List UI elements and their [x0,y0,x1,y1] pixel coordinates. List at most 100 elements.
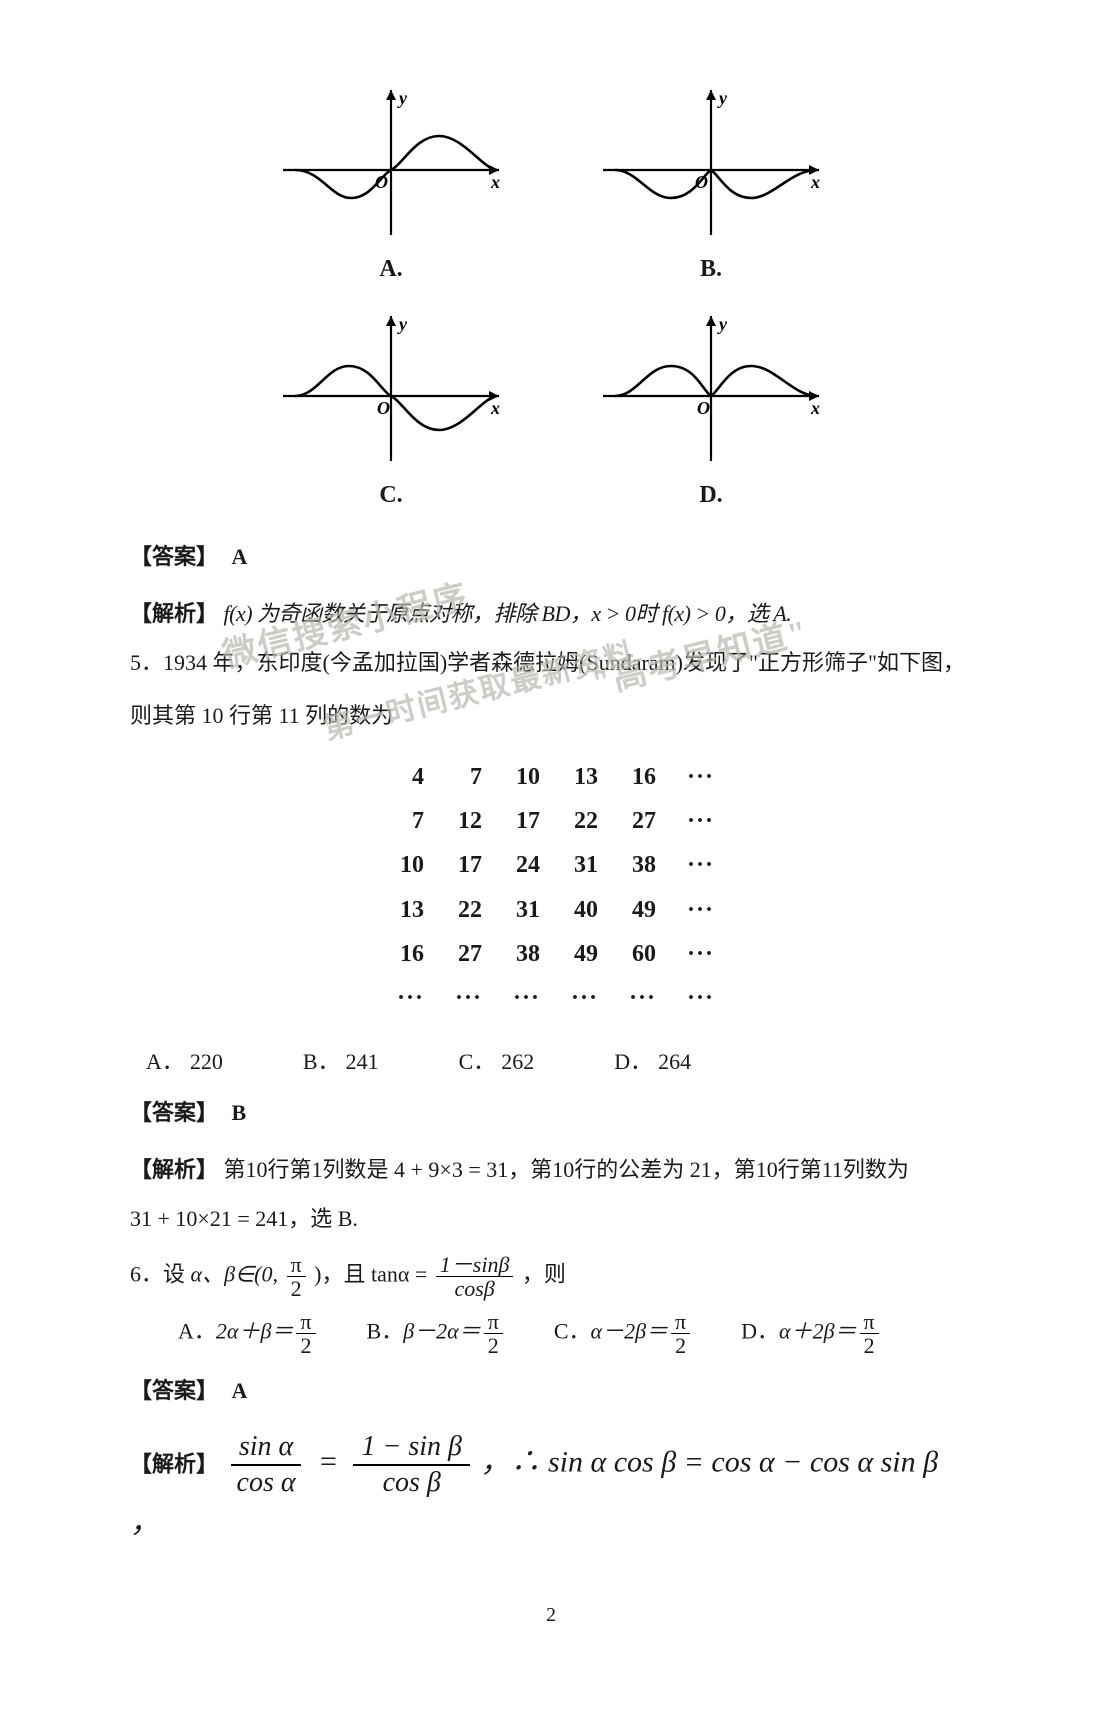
frac-num: π [296,1310,315,1334]
graph-D-svg: y x O [591,306,831,466]
q6-stem-prefix: 6．设 [130,1261,185,1286]
graph-A-svg: y x O [271,80,511,240]
graph-row-bottom: y x O C. y x O D. [271,306,831,514]
svg-text:x: x [490,398,500,418]
q5-analysis-text1: 第10行第1列数是 4 + 9×3 = 31，第10行的公差为 21，第10行第… [224,1157,909,1182]
table-cell: 13 [388,891,424,929]
q5-opt-A: A．220 [146,1044,223,1079]
opt-label: C． [554,1318,591,1343]
graph-cell-C: y x O C. [271,306,511,514]
analysis-tag: 【解析】 [130,601,218,626]
frac-pi2: π2 [671,1310,690,1357]
graph-row-top: y x O A. y x O B. [271,80,831,288]
frac-num: π [484,1310,503,1334]
analysis-tag: 【解析】 [130,1157,218,1182]
table-cell: 38 [504,935,540,973]
table-row: 47101316··· [388,758,714,796]
answer-tag: 【答案】 [130,1378,218,1403]
svg-text:O: O [377,398,390,418]
table-cell: 60 [620,935,656,973]
svg-text:x: x [810,172,820,192]
q6-options: A．2α＋β＝π2 B．β－2α＝π2 C．α－2β＝π2 D．α＋2β＝π2 [130,1310,972,1357]
table-cell: 7 [388,802,424,840]
table-cell: 13 [562,758,598,796]
q5-answer-line: 【答案】 B [130,1095,972,1130]
frac-num: 1 − sin β [353,1430,470,1465]
svg-text:y: y [397,88,408,108]
frac-den: 2 [484,1334,503,1357]
table-row: 1322314049··· [388,891,714,929]
table-cell: ··· [446,979,482,1017]
table-cell: 10 [504,758,540,796]
svg-text:y: y [397,314,408,334]
opt-label: B． [367,1318,404,1343]
table-row: 712172227··· [388,802,714,840]
q5-analysis1: 【解析】 第10行第1列数是 4 + 9×3 = 31，第10行的公差为 21，… [130,1152,972,1187]
table-cell: ··· [620,979,656,1017]
opt-expr: 2α＋β＝ [216,1318,294,1343]
table-cell: ··· [678,891,714,929]
table-cell: ··· [562,979,598,1017]
table-cell: 4 [388,758,424,796]
frac-tana: 1－sinβ cosβ [436,1253,514,1300]
table-cell: 24 [504,846,540,884]
frac-den: 2 [296,1334,315,1357]
table-row: 1017243138··· [388,846,714,884]
q6-stem-suffix: ，则 [522,1261,566,1286]
opt-expr: α＋2β＝ [779,1318,857,1343]
opt-label: A． [178,1318,216,1343]
table-cell: ··· [678,935,714,973]
table-cell: 38 [620,846,656,884]
graph-C-label: C. [379,476,402,514]
page-number: 2 [130,1599,972,1631]
table-cell: 12 [446,802,482,840]
graph-cell-A: y x O A. [271,80,511,288]
frac-num: π [860,1310,879,1334]
opt-value: 262 [501,1049,534,1074]
q6-stem-vars: α、β∈(0, [191,1261,279,1286]
frac-den: cosβ [450,1277,498,1300]
frac-den: cos β [375,1466,449,1499]
q6-opt-D: D．α＋2β＝π2 [741,1310,882,1357]
table-row: 16 27 38 49 60 ··· [388,935,714,973]
table-cell: ··· [678,979,714,1017]
q5-opt-C: C．262 [459,1044,535,1079]
q6-opt-B: B．β－2α＝π2 [367,1310,506,1357]
table-cell: 27 [446,935,482,973]
sieve-table-wrap: 47101316···712172227···1017243138···1322… [130,752,972,1024]
frac-sinacosa: sin α cos α [229,1430,304,1499]
table-cell: 49 [620,891,656,929]
opt-label: D． [614,1049,652,1074]
q6-stem-mid: )，且 tanα = [314,1261,433,1286]
frac-1sinbcosb: 1 − sin β cos β [353,1430,470,1499]
graph-B-label: B. [700,250,722,288]
q6-answer-line: 【答案】 A [130,1373,972,1408]
graph-A-label: A. [379,250,402,288]
svg-text:O: O [697,398,710,418]
opt-value: 220 [190,1049,223,1074]
frac-den: cos α [229,1466,304,1499]
q6-stem: 6．设 α、β∈(0, π 2 )，且 tanα = 1－sinβ cosβ ，… [130,1253,972,1300]
frac-num: π [287,1253,306,1277]
graph-D-label: D. [699,476,722,514]
table-cell: 16 [388,935,424,973]
opt-label: D． [741,1318,779,1343]
frac-pi2: π2 [860,1310,879,1357]
table-cell: ··· [678,802,714,840]
opt-label: A． [146,1049,184,1074]
q5-opt-B: B．241 [303,1044,379,1079]
frac-pi2: π2 [296,1310,315,1357]
q4-answer-line: 【答案】 A [130,539,972,574]
opt-expr: β－2α＝ [403,1318,481,1343]
q6-opt-C: C．α－2β＝π2 [554,1310,693,1357]
table-cell: 49 [562,935,598,973]
table-cell: ··· [678,846,714,884]
table-cell: 17 [446,846,482,884]
table-cell: ··· [678,758,714,796]
opt-value: 264 [658,1049,691,1074]
q5-answer: B [232,1100,247,1125]
q4-answer: A [232,544,248,569]
answer-tag: 【答案】 [130,544,218,569]
svg-text:y: y [717,88,728,108]
table-cell: 22 [446,891,482,929]
